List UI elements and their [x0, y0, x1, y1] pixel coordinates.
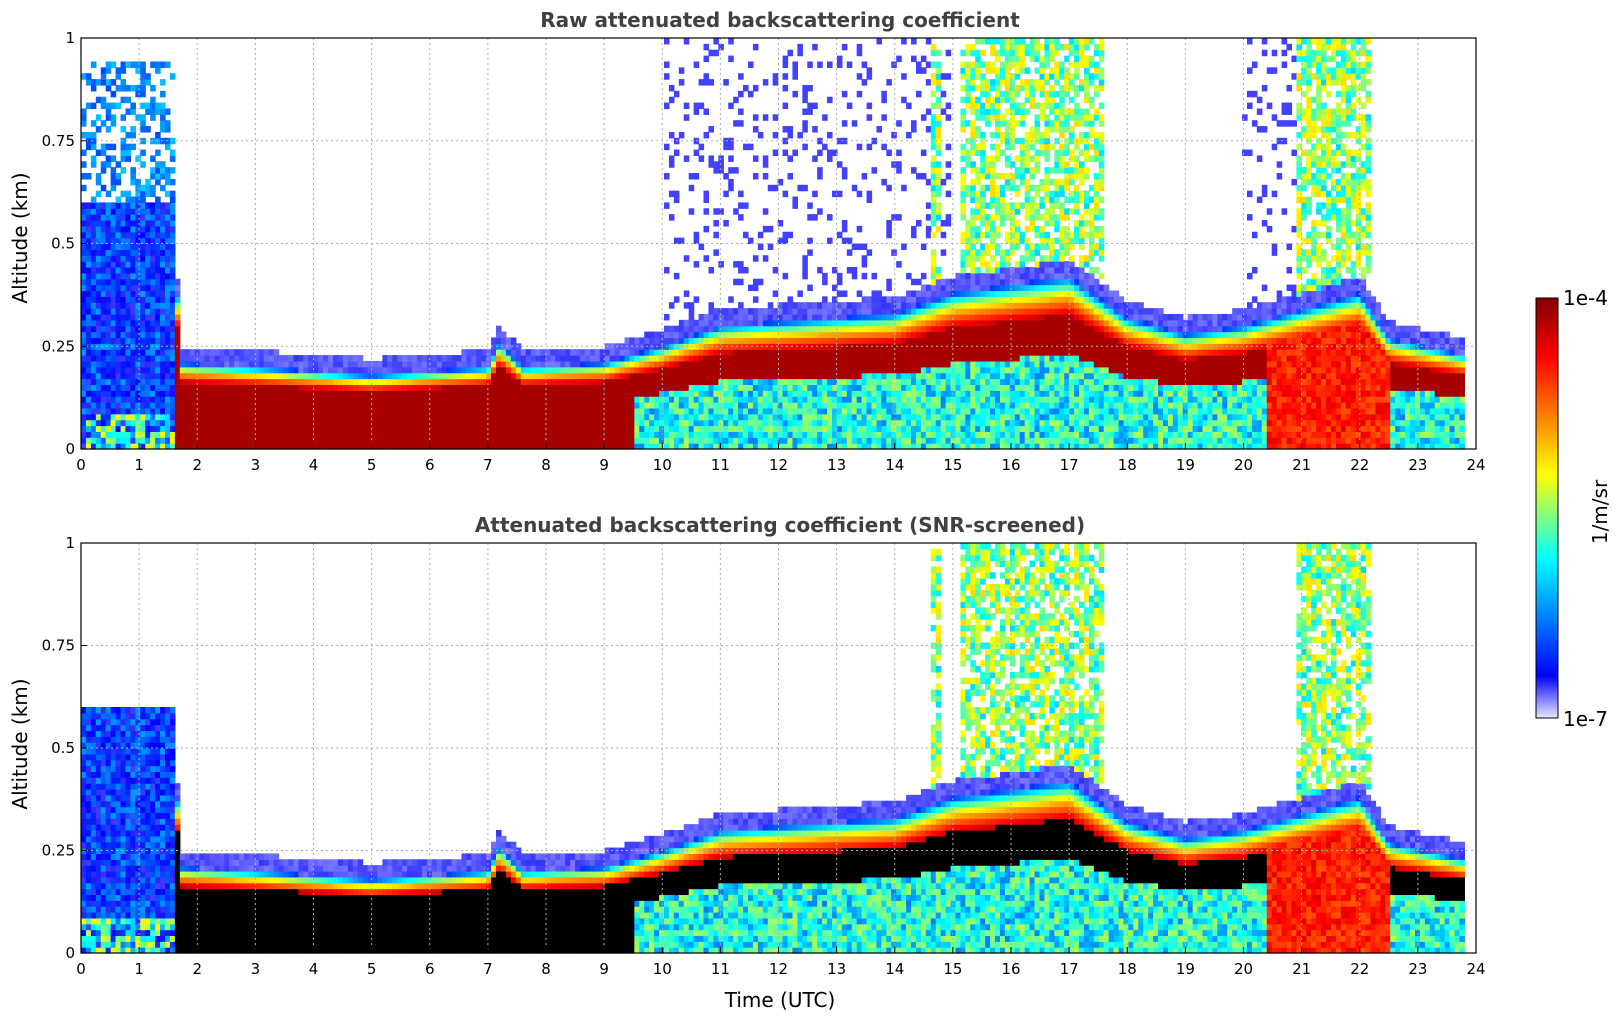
x-tick-label: 12	[769, 960, 788, 978]
panel1-title: Raw attenuated backscattering coefficien…	[540, 8, 1020, 32]
x-tick-label: 6	[425, 960, 435, 978]
y-tick-label: 0	[65, 440, 75, 458]
x-tick-label: 14	[885, 456, 904, 474]
x-tick-label: 19	[1176, 960, 1195, 978]
panel-raw-backscatter: 0 1 2 3 4 5 6 7 8 9 10 11 12 13 14 15 16 17 18 19 20 21 22 23 24…	[42, 29, 1486, 474]
x-tick-label: 13	[827, 960, 846, 978]
panel2-ylabel: Altitude (km)	[8, 678, 32, 809]
colorbar: 1e-4 1e-7 1/m/sr	[1535, 286, 1612, 731]
x-tick-label: 17	[1060, 960, 1079, 978]
x-tick-label: 5	[367, 456, 377, 474]
colorbar-unit-label: 1/m/sr	[1588, 479, 1612, 544]
x-tick-label: 0	[76, 456, 86, 474]
x-tick-label: 16	[1001, 456, 1020, 474]
x-tick-label: 1	[134, 960, 144, 978]
panel2-title: Attenuated backscattering coefficient (S…	[475, 513, 1085, 537]
x-tick-label: 6	[425, 456, 435, 474]
panel-screened-backscatter: 0 1 2 3 4 5 6 7 8 9 10 11 12 13 14 15 16 17 18 19 20 21 22 23 24…	[42, 534, 1486, 978]
heatmap-cells-1	[81, 38, 1465, 450]
colorbar-min-label: 1e-7	[1563, 707, 1608, 731]
gridlines-1	[81, 38, 1476, 449]
x-tick-label: 14	[885, 960, 904, 978]
y-tick-label: 0.75	[42, 637, 75, 655]
y-tick-label: 1	[65, 534, 75, 552]
x-tick-label: 22	[1350, 456, 1369, 474]
x-tick-label: 0	[76, 960, 86, 978]
x-tick-label: 9	[599, 456, 609, 474]
y-tick-label: 0.25	[42, 842, 75, 860]
x-tick-label: 24	[1466, 456, 1485, 474]
y-tick-label: 1	[65, 29, 75, 47]
y-tick-label: 0.75	[42, 132, 75, 150]
x-tick-label: 20	[1234, 456, 1253, 474]
x-tick-label: 19	[1176, 456, 1195, 474]
x-tick-label: 5	[367, 960, 377, 978]
x-tick-label: 8	[541, 456, 551, 474]
y-tick-label: 0.5	[51, 739, 75, 757]
x-tick-label: 3	[251, 960, 261, 978]
y-tick-label: 0.25	[42, 337, 75, 355]
y-tick-label: 0	[65, 944, 75, 962]
x-tick-label: 15	[943, 456, 962, 474]
x-tick-label: 1	[134, 456, 144, 474]
x-tick-label: 24	[1466, 960, 1485, 978]
heatmap-cells-2	[81, 543, 1465, 954]
x-tick-label: 2	[192, 456, 202, 474]
x-tick-label: 15	[943, 960, 962, 978]
x-tick-label: 10	[653, 456, 672, 474]
x-tick-label: 17	[1060, 456, 1079, 474]
x-tick-label: 23	[1408, 456, 1427, 474]
x-tick-label: 21	[1292, 456, 1311, 474]
x-tick-label: 11	[711, 960, 730, 978]
x-tick-label: 18	[1118, 456, 1137, 474]
colorbar-max-label: 1e-4	[1563, 286, 1608, 310]
y-tick-label: 0.5	[51, 235, 75, 253]
x-tick-label: 21	[1292, 960, 1311, 978]
x-tick-label: 10	[653, 960, 672, 978]
x-tick-label: 20	[1234, 960, 1253, 978]
x-tick-label: 22	[1350, 960, 1369, 978]
gridlines-2	[81, 543, 1476, 953]
x-tick-label: 4	[309, 456, 319, 474]
x-tick-label: 3	[251, 456, 261, 474]
x-axis-label: Time (UTC)	[724, 988, 836, 1012]
x-tick-label: 13	[827, 456, 846, 474]
x-tick-label: 7	[483, 960, 493, 978]
colorbar-gradient	[1535, 297, 1559, 719]
x-tick-label: 23	[1408, 960, 1427, 978]
x-tick-label: 18	[1118, 960, 1137, 978]
x-tick-label: 11	[711, 456, 730, 474]
x-tick-label: 12	[769, 456, 788, 474]
x-tick-label: 16	[1001, 960, 1020, 978]
x-tick-label: 4	[309, 960, 319, 978]
x-tick-label: 7	[483, 456, 493, 474]
x-tick-label: 8	[541, 960, 551, 978]
x-tick-label: 9	[599, 960, 609, 978]
panel1-ylabel: Altitude (km)	[8, 172, 32, 303]
x-tick-label: 2	[192, 960, 202, 978]
